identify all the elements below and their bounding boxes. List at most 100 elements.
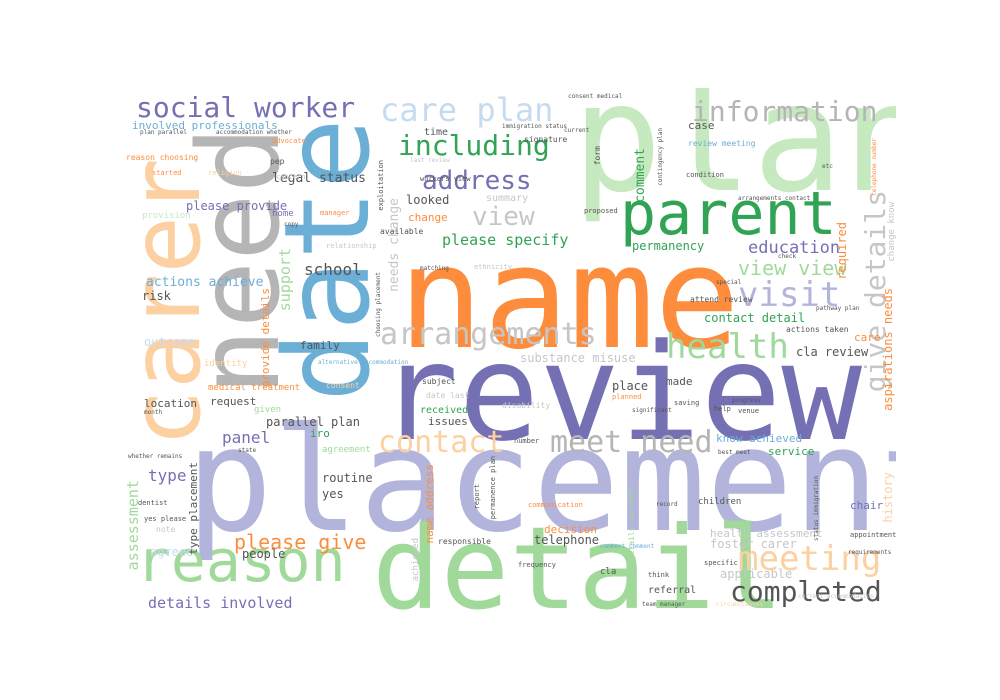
word-frequency: frequency [518, 561, 556, 569]
word-completed: completed [730, 575, 882, 608]
word-know-achieved: know achieved [716, 432, 803, 445]
word-circumstances: circumstances [716, 601, 763, 608]
word-venue: venue [738, 407, 760, 415]
word-cla: cla [600, 567, 617, 577]
word-last-review: last review [410, 157, 450, 164]
word-legal-status: legal status [272, 171, 366, 186]
word-number: number [514, 437, 540, 445]
word-information: information [692, 95, 878, 128]
word-month: month [144, 409, 163, 416]
word-relationship: relationship [326, 242, 377, 250]
word-health: health [666, 327, 789, 367]
word-current-accommodation: current accommodation [798, 593, 874, 600]
word-immigration-status: immigration status [502, 123, 568, 130]
word-condition: condition [686, 171, 724, 179]
word-including: including [398, 129, 550, 162]
word-workers-view: workers view [420, 175, 471, 183]
word-contingency-plan: contingency plan [657, 128, 664, 186]
word-health-assessment: health assessment [710, 527, 823, 540]
word-care: care [854, 331, 881, 344]
word-parallel-plan: parallel plan [266, 415, 360, 429]
word-please-specify: please specify [442, 231, 569, 249]
word-started: started [152, 169, 182, 177]
word-pathway-plan: pathway plan [816, 305, 860, 312]
word-looked: looked [406, 193, 450, 207]
word-special: special [716, 279, 742, 286]
word-social-worker: social worker [136, 91, 356, 124]
word-panel: panel [222, 428, 271, 447]
word-current: current [564, 127, 590, 134]
word-chair: chair [850, 499, 884, 512]
word-attend-review: attend review [690, 295, 753, 304]
word-change: change [408, 211, 448, 224]
word-choosing-placement: choosing placement [375, 272, 382, 338]
word-family: family [300, 339, 340, 352]
word-view: view [472, 202, 535, 232]
word-permanency: permanency [632, 239, 705, 253]
word-education: education [748, 238, 841, 258]
word-team-manager: team manager [642, 601, 686, 608]
word-provide-details: provide details [259, 288, 272, 388]
word-location: location [144, 397, 197, 410]
word-communication: communication [528, 501, 583, 509]
word-applicable: applicable [720, 567, 793, 581]
word-contact: contact [378, 425, 505, 460]
word-whether-remains: whether remains [128, 453, 183, 460]
word-plan: plan [572, 88, 896, 226]
word-review-meeting: review meeting [688, 139, 756, 148]
word-required: required [835, 222, 849, 280]
word-routine: routine [322, 471, 373, 485]
word-decision: decision [544, 523, 597, 536]
word-involved-professionals: involved professionals [132, 119, 278, 132]
word-think: think [648, 571, 670, 579]
word-cla-review: cla review [796, 345, 869, 359]
word-help: help [714, 405, 731, 413]
word-referral: referral [648, 585, 697, 596]
word-request: request [210, 395, 257, 408]
word-manager: manager [320, 209, 350, 217]
word-pep: pep [270, 157, 285, 166]
word-ethnicity: ethnicity [474, 263, 512, 271]
word-actions-achieve: actions achieve [146, 275, 264, 290]
word-responsible: responsible [438, 537, 491, 546]
word-foster-carer: foster carer [710, 537, 797, 551]
word-risk: risk [142, 289, 171, 303]
word-children: children [698, 497, 742, 507]
word-saving: saving [674, 399, 700, 407]
word-permanence-plan: permanence plan [489, 456, 497, 520]
word-consent-medical: consent medical [568, 93, 623, 100]
word-check: check [778, 253, 797, 260]
word-medical-treatment: medical treatment [208, 383, 301, 393]
word-given: given [254, 405, 282, 415]
word-religion: religion [208, 169, 242, 177]
word-change-know: change know [887, 202, 896, 262]
word-placement: placement [186, 396, 896, 564]
word-achieved: achieved [411, 538, 421, 582]
word-place: place [612, 379, 649, 393]
word-form: form [593, 146, 602, 166]
word-name-address: name address [423, 464, 436, 544]
word-iro: iro [310, 427, 330, 440]
word-detail: detail [372, 502, 784, 619]
word-agreed: agreed [150, 545, 194, 559]
word-school: school [304, 260, 362, 279]
word-support: support [276, 248, 294, 312]
word-report: report [473, 484, 481, 510]
word-please-give: please give [234, 530, 367, 554]
word-comment: comment [633, 148, 648, 203]
word-name: name [398, 216, 740, 381]
word-actions-taken: actions taken [786, 325, 849, 334]
word-yes-please: yes please [144, 515, 187, 523]
word-contact-detail: contact detail [704, 311, 806, 325]
word-aspirations-needs: aspirations needs [881, 288, 895, 411]
word-arrangements: arrangements [380, 317, 597, 352]
word-case: case [688, 119, 715, 132]
word-consent: consent [326, 381, 360, 390]
word-concern: concern [276, 173, 306, 181]
word-subject: subject [422, 377, 456, 386]
word-specific: specific [704, 559, 738, 567]
word-address: address [422, 166, 532, 196]
word-substance-misuse: substance misuse [520, 351, 636, 365]
word-accommodation-whether: accommodation whether [216, 129, 292, 136]
word-provision: provision [142, 211, 191, 221]
